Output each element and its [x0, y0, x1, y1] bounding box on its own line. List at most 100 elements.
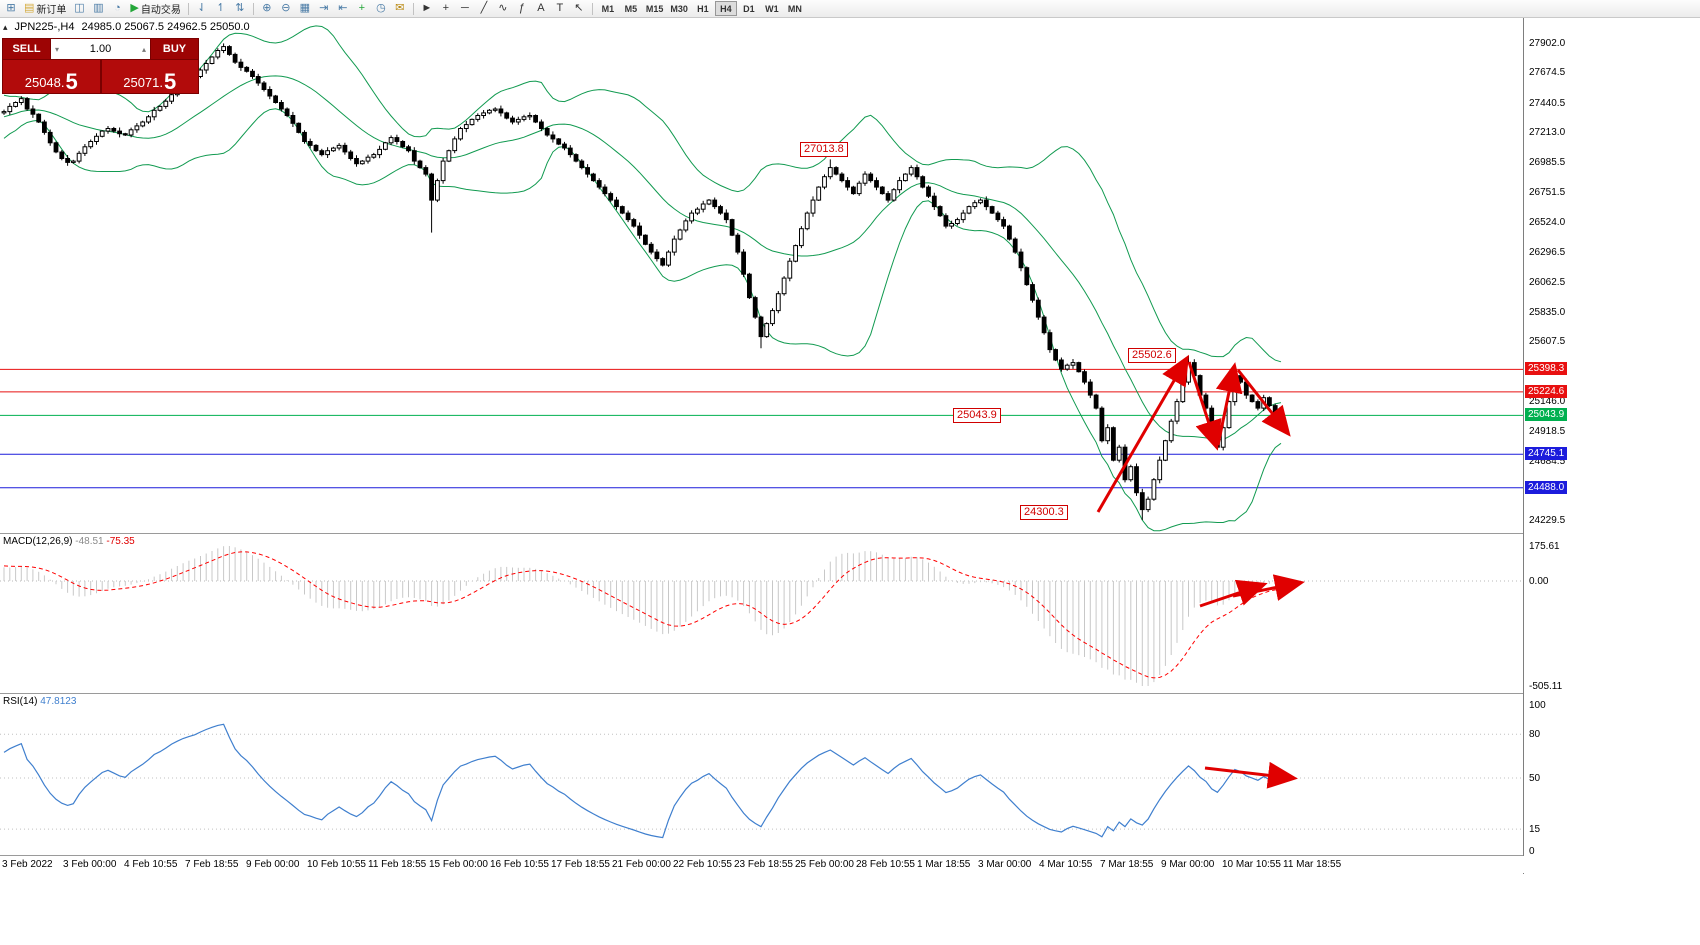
trendline-icon: ╱ — [480, 2, 488, 14]
macd-axis-label: -505.11 — [1529, 681, 1563, 692]
channel-button[interactable]: ∿ — [494, 1, 512, 17]
rsi-axis-label: 0 — [1529, 846, 1535, 857]
timeframe-mn-button[interactable]: MN — [784, 1, 806, 16]
crosshair-button[interactable]: + — [437, 1, 455, 17]
buy-button[interactable]: BUY — [150, 39, 198, 59]
macd-signal-value: -75.35 — [106, 536, 135, 547]
fibonacci-icon: ƒ — [518, 2, 525, 14]
timeframe-h1-button[interactable]: H1 — [692, 1, 714, 16]
volume-field[interactable]: ▾ 1.00 ▴ — [51, 39, 150, 59]
indicators-button[interactable]: + — [353, 1, 371, 17]
crosshair-icon: + — [442, 2, 450, 14]
horizontal-line-button[interactable]: ─ — [456, 1, 474, 17]
panel-separator[interactable] — [0, 533, 1700, 534]
price-axis-label: 26751.5 — [1529, 187, 1566, 199]
auto-scroll-button[interactable]: ⇥ — [315, 1, 333, 17]
volume-decrease-icon[interactable]: ▾ — [55, 44, 60, 54]
text-button[interactable]: A — [532, 1, 550, 17]
one-click-toggle-icon[interactable]: ▴ — [3, 21, 8, 32]
price-axis-label: 27440.5 — [1529, 97, 1566, 109]
time-axis-label: 3 Mar 00:00 — [978, 859, 1032, 870]
timeframe-m5-button[interactable]: M5 — [620, 1, 642, 16]
chart-shift-icon: ⇤ — [338, 2, 348, 14]
chart-shift-button[interactable]: ⇤ — [334, 1, 352, 17]
rsi-label: RSI(14) 47.8123 — [3, 696, 77, 707]
panel-separator[interactable] — [0, 855, 1700, 856]
price-axis-label: 26296.5 — [1529, 246, 1566, 258]
candlestick-chart[interactable] — [0, 18, 1523, 533]
time-axis-label: 25 Feb 00:00 — [795, 859, 854, 870]
price-line-badge: 25224.6 — [1525, 384, 1568, 398]
periods-button[interactable]: ◷ — [372, 1, 390, 17]
price-axis-label: 26985.5 — [1529, 156, 1566, 168]
text-label-button[interactable]: T — [551, 1, 569, 17]
macd-chart[interactable] — [0, 534, 1523, 693]
time-axis-label: 11 Feb 18:55 — [368, 859, 427, 870]
arrows-button[interactable]: ↖ — [570, 1, 588, 17]
order-modify-button[interactable]: ⇅ — [231, 1, 249, 17]
time-axis[interactable]: 3 Feb 2022 3 Feb 00:00 4 Feb 10:55 7 Feb 18… — [0, 856, 1700, 873]
terminal-icon: ◔ — [114, 2, 121, 14]
time-axis-label: 10 Feb 10:55 — [307, 859, 366, 870]
rsi-value: 47.8123 — [40, 696, 77, 707]
rsi-axis-label: 50 — [1529, 773, 1541, 784]
price-annotation: 27013.8 — [800, 142, 848, 157]
timeframe-h4-button[interactable]: H4 — [714, 1, 737, 16]
volume-increase-icon[interactable]: ▴ — [141, 44, 146, 54]
timeframe-m1-button[interactable]: M1 — [597, 1, 619, 16]
price-axis-label: 27213.0 — [1529, 127, 1566, 139]
price-annotation: 24300.3 — [1020, 505, 1068, 520]
volume-value: 1.00 — [89, 43, 112, 55]
order-modify-icon: ⇅ — [235, 2, 245, 14]
auto-scroll-icon: ⇥ — [319, 2, 329, 14]
toolbar-separator — [187, 2, 189, 15]
trendline-button[interactable]: ╱ — [475, 1, 493, 17]
buy-order-icon: ↿ — [216, 2, 226, 14]
price-axis[interactable]: 27902.0 27674.5 27440.5 27213.0 26985.5 26751… — [1523, 18, 1700, 874]
main-chart-panel[interactable]: ▴ JPN225-,H4 24985.0 25067.5 24962.5 250… — [0, 18, 1523, 533]
macd-panel[interactable]: MACD(12,26,9) -48.51 -75.35 — [0, 534, 1523, 693]
price-axis-label: 24918.5 — [1529, 425, 1566, 437]
data-window-button[interactable]: ▥ — [89, 1, 107, 17]
horizontal-line-icon: ─ — [460, 2, 469, 14]
timeframe-w1-button[interactable]: W1 — [761, 1, 783, 16]
toolbar-separator — [412, 2, 414, 15]
rsi-chart[interactable] — [0, 694, 1523, 855]
bid-price: 25048. 5 — [3, 60, 102, 93]
panel-separator[interactable] — [0, 693, 1700, 694]
one-click-trade-panel: SELL ▾ 1.00 ▴ BUY 25048. 5 25071. 5 — [2, 38, 199, 94]
rsi-panel[interactable]: RSI(14) 47.8123 — [0, 694, 1523, 855]
zoom-out-button[interactable]: ⊖ — [277, 1, 295, 17]
time-axis-label: 11 Mar 18:55 — [1283, 859, 1342, 870]
terminal-button[interactable]: ◔ — [108, 1, 126, 17]
price-line-badge: 24488.0 — [1525, 480, 1568, 494]
price-axis-label: 26062.5 — [1529, 277, 1566, 288]
arrows-icon: ↖ — [574, 2, 584, 14]
symbol-period-label: JPN225-,H4 — [14, 21, 75, 33]
autotrading-button[interactable]: ▶ 自动交易 — [127, 1, 183, 17]
time-axis-label: 23 Feb 18:55 — [734, 859, 793, 870]
cursor-button[interactable]: ► — [418, 1, 436, 17]
new-order-button[interactable]: ▤ 新订单 — [21, 1, 69, 17]
price-line-badge: 25398.3 — [1525, 362, 1568, 376]
macd-axis-label: 175.61 — [1529, 541, 1560, 552]
price-axis-label: 27902.0 — [1529, 37, 1566, 49]
price-axis-label: 26524.0 — [1529, 217, 1566, 228]
zoom-out-icon: ⊖ — [281, 2, 291, 14]
new-chart-button[interactable]: ⊞ — [2, 1, 20, 17]
timeframe-m30-button[interactable]: M30 — [667, 1, 691, 16]
timeframe-m15-button[interactable]: M15 — [643, 1, 667, 16]
price-axis-label: 25146.0 — [1529, 396, 1566, 408]
timeframe-d1-button[interactable]: D1 — [738, 1, 760, 16]
price-annotation: 25502.6 — [1128, 348, 1176, 363]
time-axis-label: 1 Mar 18:55 — [917, 859, 971, 870]
mailbox-button[interactable]: ✉ — [391, 1, 409, 17]
tile-windows-button[interactable]: ▦ — [296, 1, 314, 17]
zoom-in-button[interactable]: ⊕ — [258, 1, 276, 17]
sell-order-button[interactable]: ⇃ — [193, 1, 211, 17]
fibonacci-button[interactable]: ƒ — [513, 1, 531, 17]
market-watch-button[interactable]: ◫ — [70, 1, 88, 17]
buy-order-button[interactable]: ↿ — [212, 1, 230, 17]
macd-label: MACD(12,26,9) -48.51 -75.35 — [3, 536, 135, 547]
sell-button[interactable]: SELL — [3, 39, 51, 59]
